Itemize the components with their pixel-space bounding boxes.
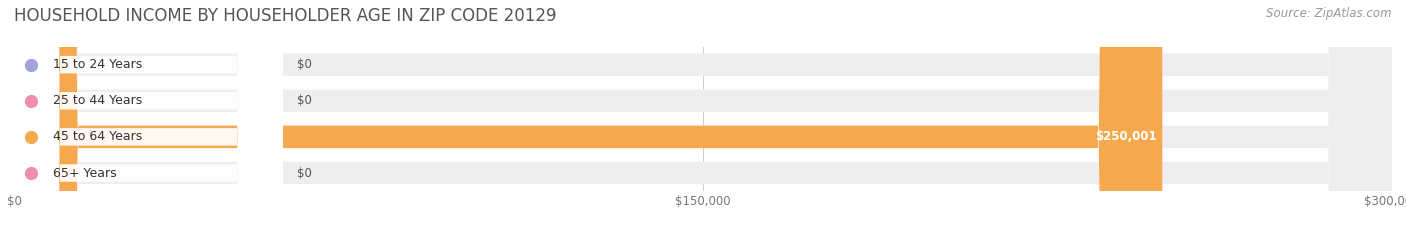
- FancyBboxPatch shape: [14, 0, 1392, 233]
- Text: 25 to 44 Years: 25 to 44 Years: [52, 94, 142, 107]
- Text: Source: ZipAtlas.com: Source: ZipAtlas.com: [1267, 7, 1392, 20]
- Text: 45 to 64 Years: 45 to 64 Years: [52, 130, 142, 143]
- Text: 65+ Years: 65+ Years: [52, 167, 117, 179]
- FancyBboxPatch shape: [14, 0, 1392, 233]
- FancyBboxPatch shape: [14, 0, 283, 233]
- FancyBboxPatch shape: [14, 0, 283, 233]
- FancyBboxPatch shape: [14, 0, 283, 233]
- Text: HOUSEHOLD INCOME BY HOUSEHOLDER AGE IN ZIP CODE 20129: HOUSEHOLD INCOME BY HOUSEHOLDER AGE IN Z…: [14, 7, 557, 25]
- FancyBboxPatch shape: [14, 0, 1392, 233]
- Text: $0: $0: [297, 94, 311, 107]
- Text: 15 to 24 Years: 15 to 24 Years: [52, 58, 142, 71]
- FancyBboxPatch shape: [14, 0, 1163, 233]
- Text: $250,001: $250,001: [1095, 130, 1157, 143]
- Text: $0: $0: [297, 58, 311, 71]
- FancyBboxPatch shape: [14, 0, 1392, 233]
- FancyBboxPatch shape: [14, 0, 283, 233]
- Text: $0: $0: [297, 167, 311, 179]
